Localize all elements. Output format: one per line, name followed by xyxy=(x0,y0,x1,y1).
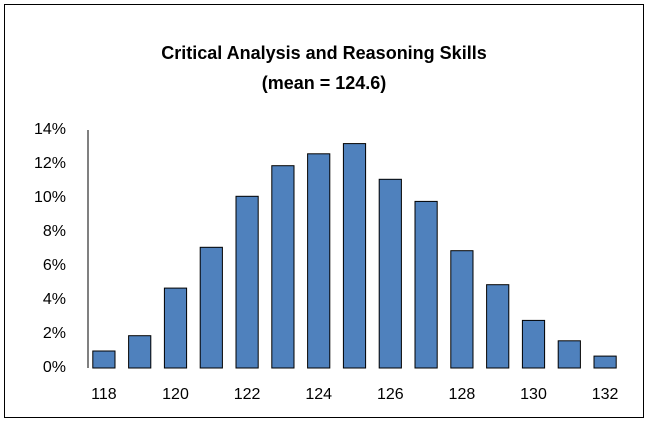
bar xyxy=(486,284,510,369)
y-tick-label: 12% xyxy=(34,155,66,172)
bar xyxy=(557,340,581,369)
x-tick-label: 128 xyxy=(449,386,476,403)
bar xyxy=(235,195,259,369)
y-tick-label: 2% xyxy=(43,325,66,342)
y-tick-label: 6% xyxy=(43,257,66,274)
bar xyxy=(128,335,152,369)
bar xyxy=(163,287,188,369)
bar xyxy=(92,350,116,369)
bar xyxy=(521,319,546,369)
chart-subtitle: (mean = 124.6) xyxy=(262,73,387,93)
x-tick-label: 124 xyxy=(305,386,332,403)
y-tick-label: 10% xyxy=(34,189,66,206)
y-tick-label: 8% xyxy=(43,223,66,240)
bar xyxy=(450,250,474,369)
bar xyxy=(593,355,617,369)
y-tick-label: 14% xyxy=(34,121,66,138)
bar xyxy=(199,246,223,369)
y-tick-label: 4% xyxy=(43,291,66,308)
bar xyxy=(414,200,438,369)
bar xyxy=(342,143,367,369)
x-tick-label: 118 xyxy=(91,386,117,403)
x-tick-label: 122 xyxy=(234,386,261,403)
bar xyxy=(271,165,295,369)
chart-title: Critical Analysis and Reasoning Skills xyxy=(161,43,486,63)
x-tick-label: 120 xyxy=(162,386,189,403)
x-tick-label: 126 xyxy=(377,386,404,403)
bar xyxy=(307,153,331,369)
x-tick-label: 130 xyxy=(520,386,547,403)
bar xyxy=(378,178,402,369)
x-tick-label: 132 xyxy=(592,386,619,403)
y-tick-label: 0% xyxy=(43,359,66,376)
